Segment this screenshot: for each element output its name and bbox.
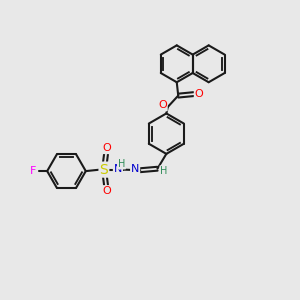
Text: O: O <box>102 143 111 153</box>
Text: O: O <box>158 100 167 110</box>
Text: F: F <box>30 166 37 176</box>
Text: O: O <box>195 89 203 99</box>
Text: N: N <box>114 164 122 174</box>
Text: S: S <box>100 163 108 177</box>
Text: O: O <box>102 186 111 196</box>
Text: H: H <box>118 159 125 169</box>
Text: N: N <box>131 164 139 174</box>
Text: H: H <box>160 166 168 176</box>
